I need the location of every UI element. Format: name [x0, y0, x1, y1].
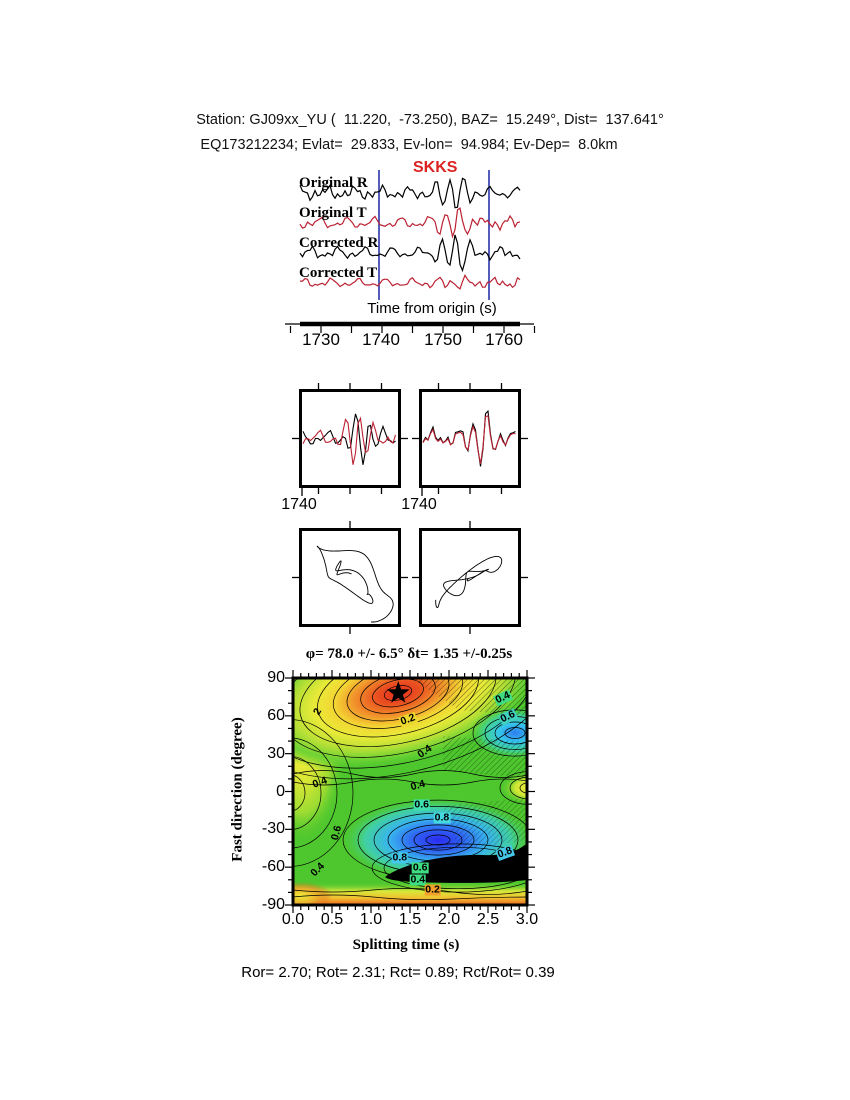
- contour-x-tick-label: 0.0: [281, 911, 305, 928]
- hodogram-curve: [316, 545, 394, 623]
- hodogram-curve: [435, 555, 503, 609]
- contour-x-axis-title: Splitting time (s): [352, 937, 460, 953]
- contour-y-tick-label: 60: [267, 706, 285, 724]
- contour-y-tick-label: -30: [261, 820, 285, 838]
- window-trace-red: [422, 415, 516, 465]
- contour-x-tick-label: 0.5: [320, 911, 344, 928]
- windowed-waveform-panels: [292, 383, 528, 496]
- contour-x-tick-label: 2.5: [476, 911, 500, 928]
- splitting-error-contour-plot: [285, 670, 535, 913]
- contour-x-tick-label: 1.0: [359, 911, 383, 928]
- contour-value-label: 0.6: [413, 798, 430, 811]
- contour-value-label: 0.8: [391, 851, 409, 864]
- particle-motion-box: [299, 528, 401, 627]
- waveform-box: [419, 389, 521, 488]
- station-header: Station: GJ09xx_YU ( 11.220, -73.250), B…: [196, 112, 664, 128]
- trace-label-3: Corrected T: [299, 265, 378, 281]
- time-axis-label: Time from origin (s): [367, 300, 497, 317]
- seismogram-panel: [285, 170, 536, 333]
- window-start-label-left: 1740: [281, 496, 317, 513]
- window-trace-red: [302, 416, 397, 465]
- waveform-box: [299, 389, 401, 488]
- contour-y-tick-label: 30: [267, 744, 285, 762]
- contour-value-label: 0.4: [409, 873, 427, 886]
- quality-ratios-text: Ror= 2.70; Rot= 2.31; Rct= 0.89; Rct/Rot…: [241, 964, 555, 981]
- contour-x-tick-label: 2.0: [437, 911, 461, 928]
- window-start-label-right: 1740: [401, 496, 437, 513]
- contour-value-label: 0.2: [424, 883, 441, 896]
- particle-motion-box: [419, 528, 521, 627]
- particle-motion-panels: [292, 521, 528, 634]
- trace-label-2: Corrected R: [299, 235, 379, 251]
- trace-original-r: [299, 177, 521, 209]
- contour-x-tick-label: 3.0: [515, 911, 539, 928]
- best-fit-star-icon: [386, 681, 410, 703]
- contour-y-tick-label: -60: [261, 858, 285, 876]
- time-tick-label: 1730: [302, 330, 340, 349]
- time-tick-label: 1740: [362, 330, 400, 349]
- phase-label: SKKS: [413, 159, 458, 176]
- time-tick-label: 1760: [485, 330, 523, 349]
- trace-original-t: [299, 207, 521, 239]
- trace-corrected-t: [300, 273, 521, 290]
- contour-value-label: 0.8: [433, 811, 451, 824]
- contour-y-tick-label: 0: [276, 782, 285, 800]
- best-fit-result-text: φ= 78.0 +/- 6.5° δt= 1.35 +/-0.25s: [305, 646, 513, 662]
- time-tick-label: 1750: [424, 330, 462, 349]
- trace-label-0: Original R: [299, 175, 368, 191]
- trace-label-1: Original T: [299, 205, 367, 221]
- contour-y-tick-label: 90: [267, 669, 285, 686]
- window-trace-black: [302, 413, 396, 465]
- event-header: EQ173212234; Evlat= 29.833, Ev-lon= 94.9…: [200, 137, 618, 153]
- contour-x-tick-label: 1.5: [398, 911, 422, 928]
- contour-y-tick-label: -90: [261, 896, 285, 913]
- contour-value-label: 0.6: [411, 861, 429, 874]
- trace-corrected-r: [299, 234, 521, 273]
